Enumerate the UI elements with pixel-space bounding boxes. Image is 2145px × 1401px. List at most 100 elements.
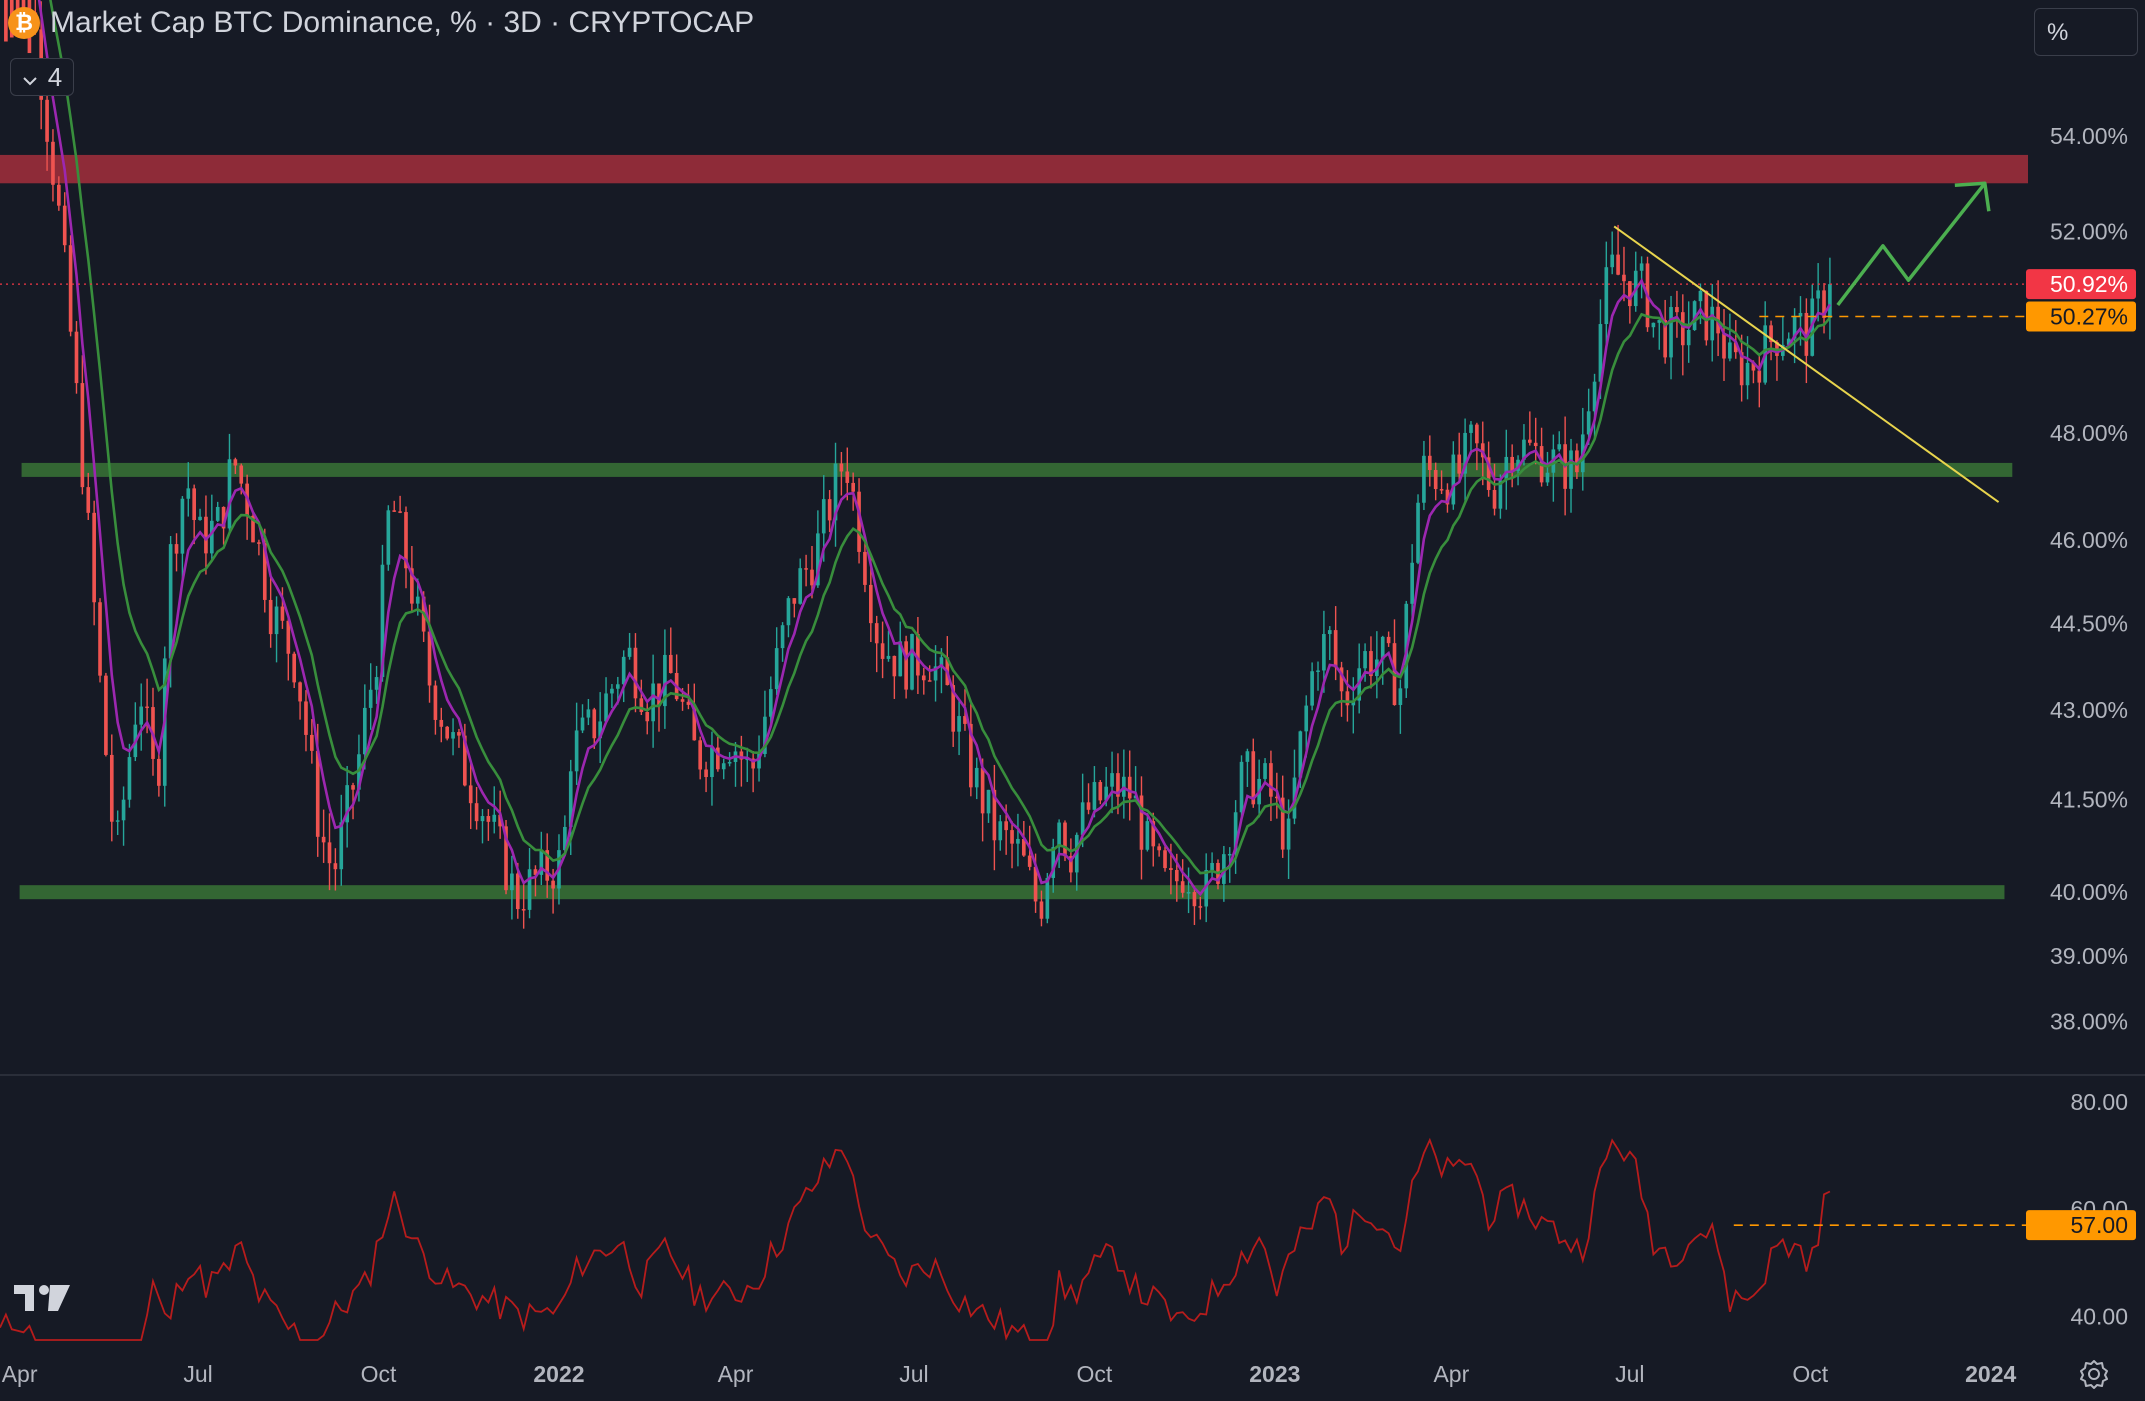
candle-body [1486,457,1491,490]
candle-body [251,515,255,543]
candle-body [1116,773,1120,797]
x-tick-label: 2022 [533,1361,584,1387]
x-tick-label: Apr [2,1361,38,1387]
candle-body [533,869,538,875]
candle-body [1510,456,1514,471]
candle-body [751,758,755,769]
candle-body [963,716,967,724]
candle-body [657,683,661,707]
candle-body [233,459,238,466]
candle-body [492,814,497,822]
candle-body [627,647,632,657]
candle-body [833,463,838,521]
candle-body [1528,439,1532,443]
candle-body [663,654,667,707]
candle-body [721,763,726,770]
candle-body [1186,892,1191,894]
projection-arrowhead [1954,181,1991,212]
candle-body [1021,838,1026,856]
candle-body [404,512,408,569]
candle-body [1680,312,1685,346]
candle-body [1145,821,1150,850]
candle-body [139,706,144,725]
candle-body [610,688,614,694]
candle-body [686,701,691,705]
candle-body [1027,855,1032,867]
rsi-value-badge: 57.00 [2070,1212,2128,1238]
candle-body [821,499,826,534]
candle-body [1210,862,1214,871]
ema_slow-line [49,0,1831,875]
candle-body [645,712,650,722]
x-tick-label: Oct [1792,1361,1828,1387]
candle-body [239,465,244,484]
price-scale-unit-button[interactable]: % [2034,8,2138,56]
candle-body [604,693,608,722]
candle-body [98,602,102,676]
candle-body [1545,472,1550,483]
candle-body [92,512,96,603]
candle-body [851,482,855,492]
candle-body [768,689,773,717]
candle-body [810,569,814,586]
candle-body [1586,411,1591,435]
candle-body [1604,267,1609,325]
x-tick-label: Apr [718,1361,754,1387]
candle-body [574,730,579,772]
candle-body [980,767,985,814]
candle-body [1351,700,1356,706]
x-tick-label: 2023 [1249,1361,1300,1387]
candle-body [368,689,373,708]
candle-body [57,184,61,206]
moving-averages-layer [37,0,1832,897]
candle-body [327,842,332,864]
candle-body [1739,352,1744,386]
candle-body [280,606,285,621]
candle-body [15,0,20,11]
candle-body [1663,320,1667,358]
candle-body [1686,329,1691,346]
candle-body [1310,671,1314,706]
resistance-zone [0,154,2028,184]
y-tick-label: 44.50% [2050,611,2128,637]
candle-body [74,331,79,384]
candle-body [839,463,844,472]
candle-body [333,863,338,870]
candle-body [310,734,314,751]
candle-body [710,747,714,778]
chart-title: Market Cap BTC Dominance, % · 3D · CRYPT… [50,6,755,39]
candle-body [986,789,991,814]
candle-body [1239,761,1244,813]
candle-body [804,568,808,570]
candle-body [1616,254,1620,275]
candle-body [580,717,585,731]
candle-body [1098,782,1103,801]
candle-body [1504,456,1509,481]
candle-body [1451,454,1456,505]
candle-body [939,657,944,667]
tradingview-logo-icon[interactable] [14,1280,70,1325]
candle-body [898,641,903,677]
candle-body [1475,424,1479,444]
indicator-legend-toggle[interactable]: 4 [10,58,74,96]
candle-body [586,709,591,718]
candle-body [545,850,550,881]
candle-body [127,757,132,800]
candle-body [80,383,85,488]
candle-body [757,753,761,769]
chart-header: ₿ Market Cap BTC Dominance, % · 3D · CRY… [8,6,754,40]
candle-body [1398,688,1403,706]
candle-body [386,510,391,565]
ma-value-badge-bg [2026,301,2136,332]
candle-body [1639,263,1644,271]
candle-body [209,520,214,554]
candle-body [1669,307,1673,358]
candle-body [1333,630,1338,668]
gear-icon[interactable] [2074,1354,2114,1394]
candle-body [1728,342,1732,359]
candle-body [680,699,685,702]
candle-body [1722,333,1726,359]
candle-body [380,564,385,678]
